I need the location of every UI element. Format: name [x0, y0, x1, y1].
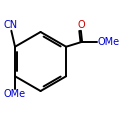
Text: OMe: OMe: [4, 89, 26, 99]
Text: OMe: OMe: [98, 37, 120, 47]
Text: O: O: [78, 20, 85, 30]
Text: CN: CN: [3, 20, 17, 30]
